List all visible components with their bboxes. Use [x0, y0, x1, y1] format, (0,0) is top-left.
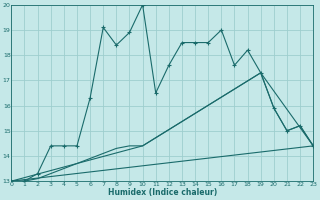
X-axis label: Humidex (Indice chaleur): Humidex (Indice chaleur) [108, 188, 217, 197]
